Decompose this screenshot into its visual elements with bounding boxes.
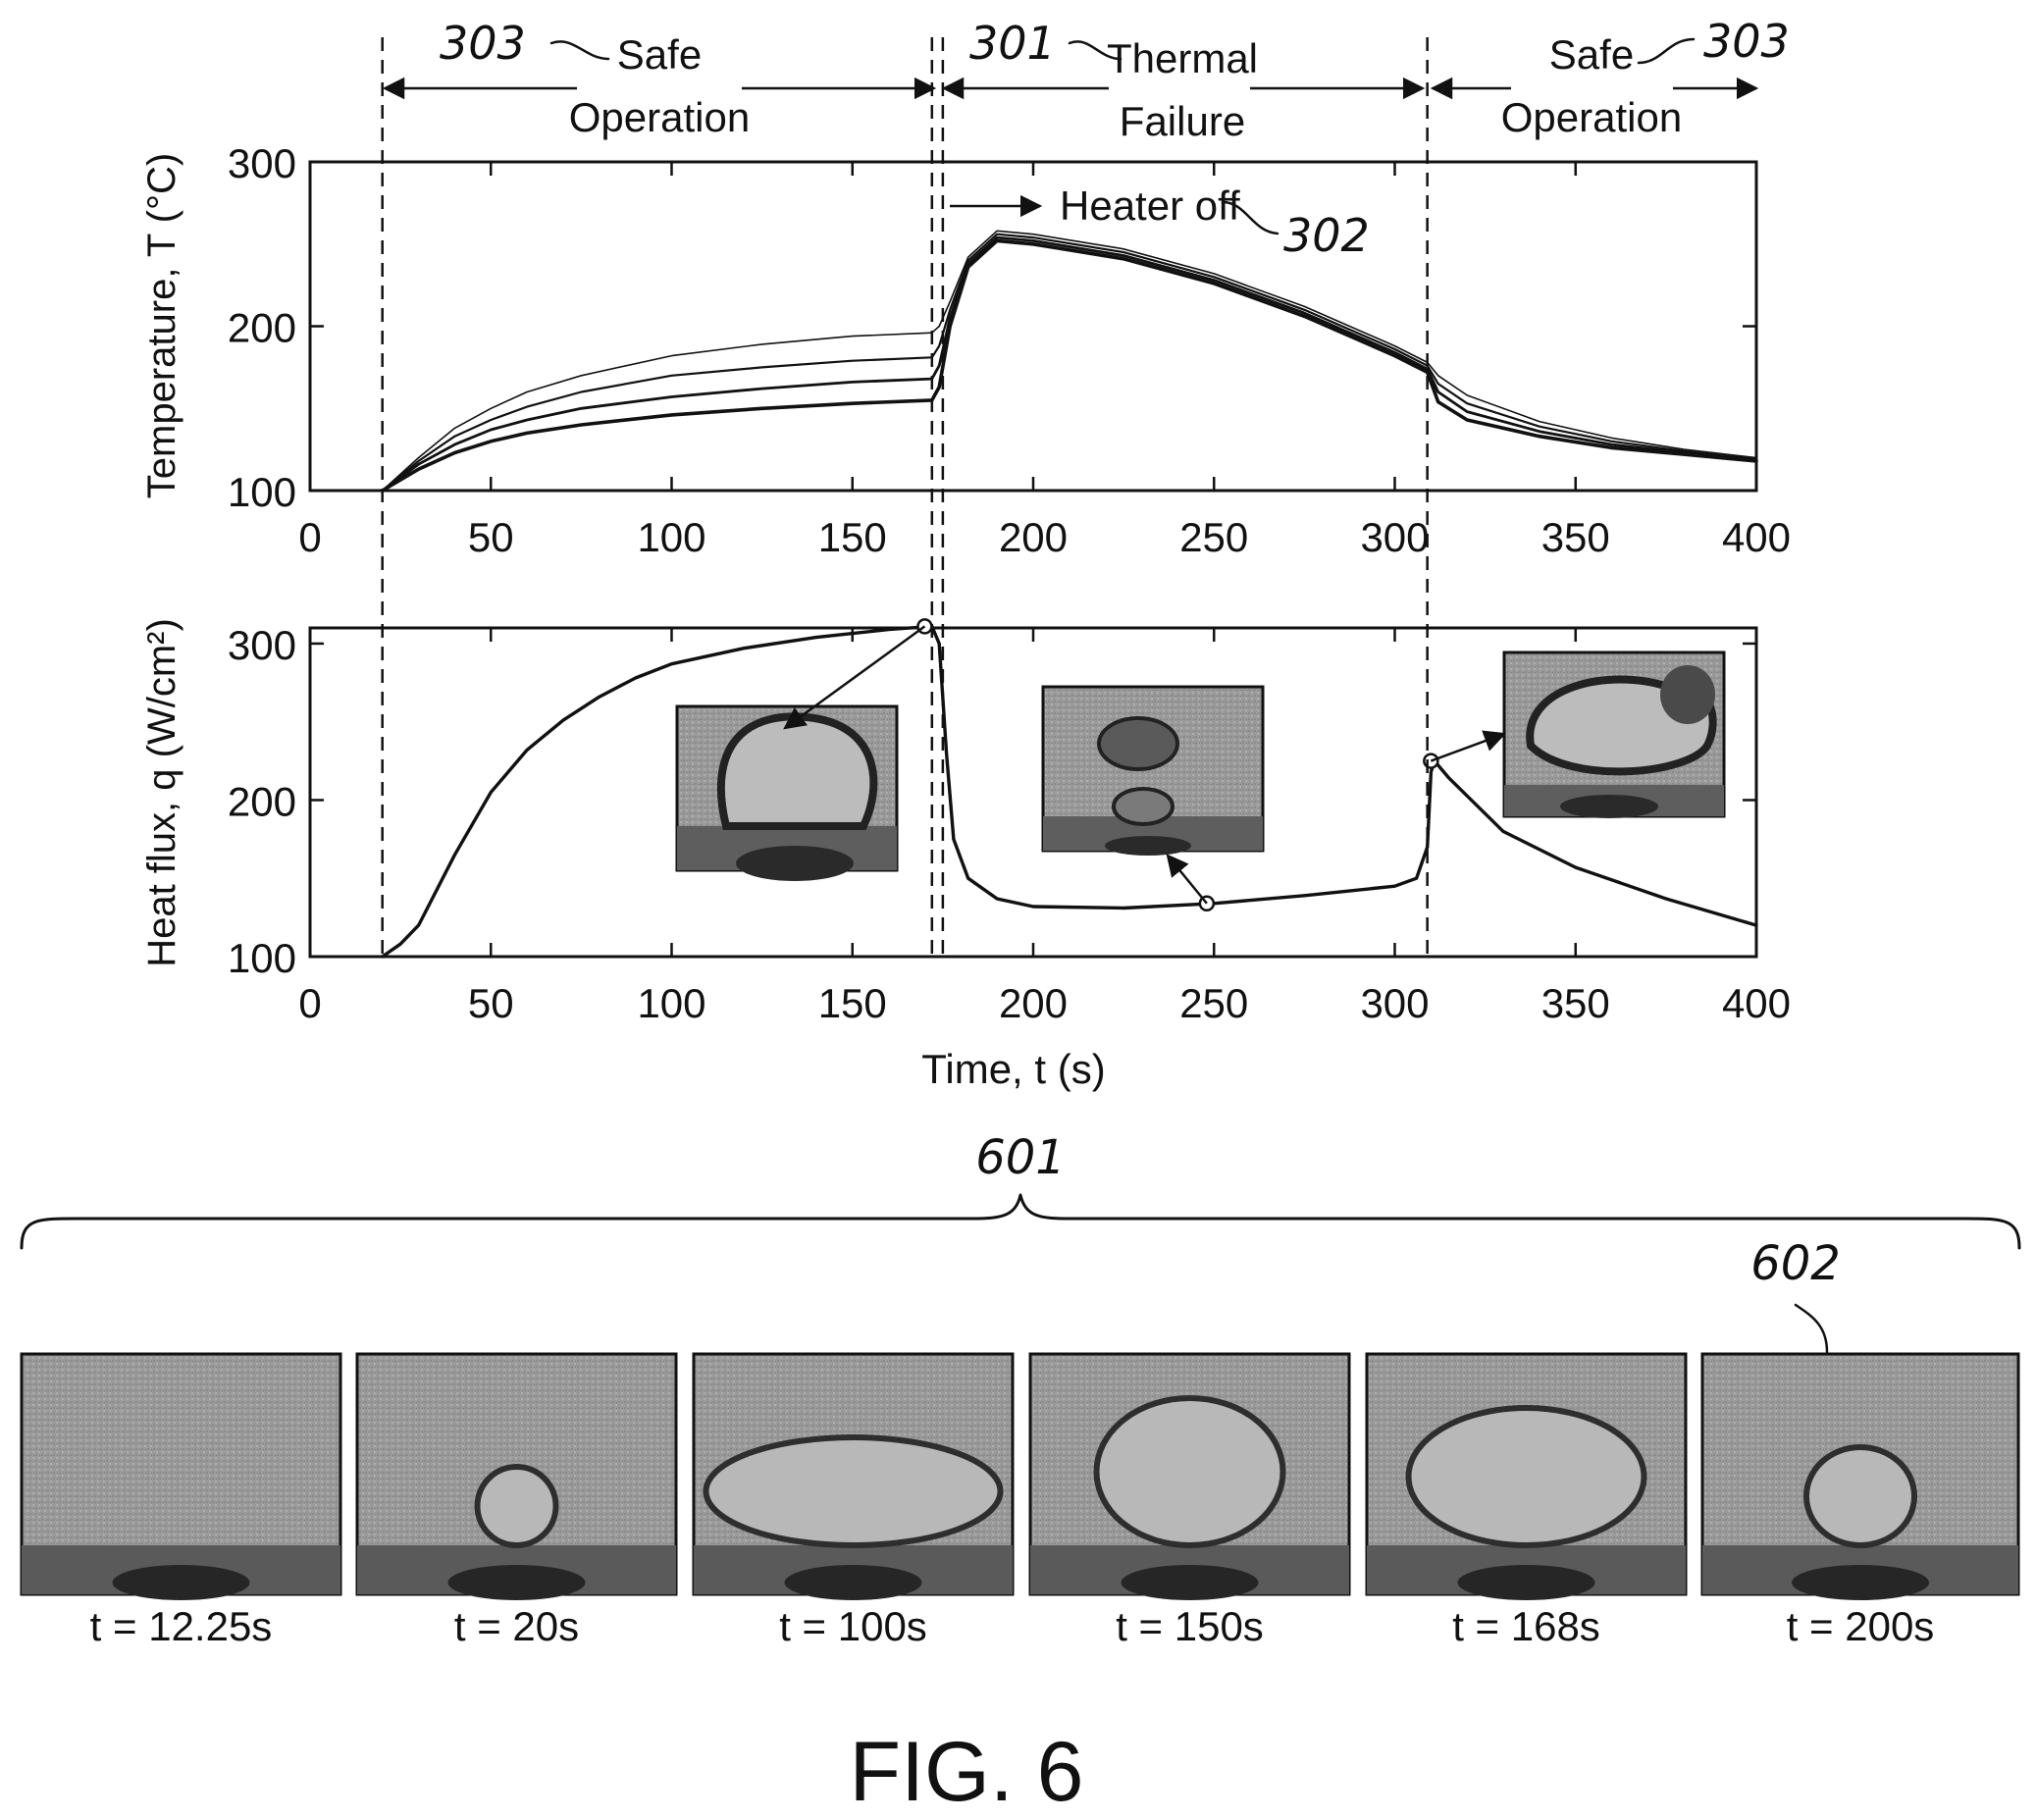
frame-3: t = 100s — [692, 1352, 1015, 1649]
region-ref: 301 — [969, 17, 1056, 70]
x-tick-label: 200 — [999, 980, 1068, 1026]
regime-marker-lines — [381, 37, 1429, 957]
y-tick-label: 100 — [228, 935, 296, 981]
plot-frame — [308, 160, 1758, 493]
inset-image-failure — [1041, 685, 1265, 856]
series-line-4 — [380, 238, 1758, 493]
heat-flux-plot: 0 50 100 150 200 250 300 350 400 100 200 300 — [140, 618, 1791, 1092]
x-tick-label: 400 — [1722, 980, 1791, 1026]
y-axis-label: Heat flux, q (W/cm²) — [140, 618, 183, 967]
figure-label: FIG. 6 — [850, 1725, 1084, 1819]
inset-image-recovery — [1502, 650, 1726, 818]
region-safe-right: Safe Operation 303 — [1430, 15, 1790, 140]
region-thermal-failure: 301 Thermal Failure — [941, 17, 1426, 144]
frame-bubble — [1093, 1395, 1286, 1548]
y-axis-label: Temperature, T (°C) — [140, 153, 183, 498]
heater-label: Heater off — [1060, 182, 1240, 229]
x-tick-label: 400 — [1722, 514, 1791, 560]
y-tick-label: 200 — [228, 305, 296, 351]
leader-line — [1637, 37, 1696, 65]
frame-heater-spot — [1121, 1565, 1259, 1600]
frame-time-label: t = 100s — [779, 1603, 927, 1649]
region-safe-left: 303 Safe Operation — [382, 17, 937, 140]
region-ref: 303 — [1703, 15, 1790, 68]
y-tick-label: 200 — [228, 778, 296, 824]
inset-images — [675, 650, 1726, 881]
heater-off-annotation: Heater off 302 — [950, 182, 1370, 262]
frame-time-label: t = 168s — [1452, 1603, 1600, 1649]
frame-bubble — [474, 1464, 559, 1548]
frame-4: t = 150s — [1028, 1352, 1351, 1649]
frame-heater-spot — [784, 1565, 922, 1600]
x-tick-label: 350 — [1541, 514, 1610, 560]
region-label-line2: Operation — [1501, 94, 1682, 140]
region-header: 303 Safe Operation 301 Thermal Failure S… — [382, 15, 1790, 144]
region-label-line1: Thermal — [1107, 35, 1258, 81]
y-tick-label: 300 — [228, 140, 296, 186]
frame-time-label: t = 150s — [1116, 1603, 1264, 1649]
heater-ref: 302 — [1283, 209, 1370, 262]
x-tick-label: 300 — [1360, 980, 1429, 1026]
frame-5: t = 168s — [1365, 1352, 1688, 1649]
y-tick-label: 300 — [228, 622, 296, 668]
x-axis-label: Time, t (s) — [921, 1046, 1105, 1092]
frame-6: t = 200s — [1700, 1352, 2020, 1649]
x-tick-label: 50 — [468, 980, 514, 1026]
inset-image-critical — [675, 704, 899, 881]
x-tick-label: 100 — [637, 980, 705, 1026]
x-tick-label: 100 — [637, 514, 705, 560]
frame-strip: 601 602 t = 12.25s t = 20s t = 100s t = 150… — [20, 1130, 2021, 1649]
frame-heater-spot — [112, 1565, 250, 1600]
highlight-leader — [1794, 1303, 1829, 1354]
x-tick-label: 300 — [1360, 514, 1429, 560]
frame-heater-spot — [1792, 1565, 1929, 1600]
tick-group: 0 50 100 150 200 250 300 350 400 100 200 300 — [228, 622, 1791, 1026]
frame-bubble — [703, 1434, 1004, 1548]
leader-line — [1068, 40, 1122, 61]
series-line-2 — [381, 233, 1758, 493]
strip-ref: 601 — [975, 1130, 1066, 1185]
frame-time-label: t = 20s — [454, 1603, 579, 1649]
frame-row: t = 12.25s t = 20s t = 100s t = 150s t = 168… — [20, 1352, 2020, 1649]
leader-line — [549, 40, 610, 61]
series-line-1 — [381, 230, 1757, 492]
series-group — [380, 230, 1758, 493]
highlight-ref: 602 — [1750, 1236, 1841, 1291]
x-tick-label: 0 — [298, 980, 321, 1026]
x-tick-label: 250 — [1179, 514, 1248, 560]
region-label-line1: Safe — [617, 31, 702, 78]
frame-heater-spot — [1457, 1565, 1595, 1600]
region-label-line1: Safe — [1549, 31, 1634, 78]
frame-2: t = 20s — [355, 1352, 678, 1649]
tick-group: 0 50 100 150 200 250 300 350 400 100 200 300 — [228, 140, 1791, 560]
region-label-line2: Operation — [569, 94, 750, 140]
y-tick-label: 100 — [228, 469, 296, 515]
x-tick-label: 350 — [1541, 980, 1610, 1026]
x-tick-label: 0 — [298, 514, 321, 560]
frame-1: t = 12.25s — [20, 1352, 342, 1649]
inset-pointer — [1166, 854, 1208, 905]
region-label-line2: Failure — [1120, 98, 1245, 144]
frame-bubble — [1405, 1405, 1647, 1548]
inset-pointer-group — [783, 618, 1507, 912]
series-line-3 — [381, 235, 1758, 493]
frame-time-label: t = 12.25s — [90, 1603, 273, 1649]
inset-pointer — [1430, 730, 1507, 762]
frame-time-label: t = 200s — [1787, 1603, 1935, 1649]
region-ref: 303 — [440, 17, 526, 70]
frame-bubble — [1803, 1444, 1917, 1548]
x-tick-label: 200 — [999, 514, 1068, 560]
x-tick-label: 150 — [818, 514, 887, 560]
leader-line — [1221, 200, 1279, 235]
frame-heater-spot — [447, 1565, 586, 1600]
temperature-plot: 0 50 100 150 200 250 300 350 400 100 200 300 Temper… — [140, 140, 1791, 560]
x-tick-label: 250 — [1179, 980, 1248, 1026]
strip-brace — [20, 1193, 2021, 1250]
x-tick-label: 150 — [818, 980, 887, 1026]
x-tick-label: 50 — [468, 514, 514, 560]
inset-pointer — [783, 625, 926, 730]
